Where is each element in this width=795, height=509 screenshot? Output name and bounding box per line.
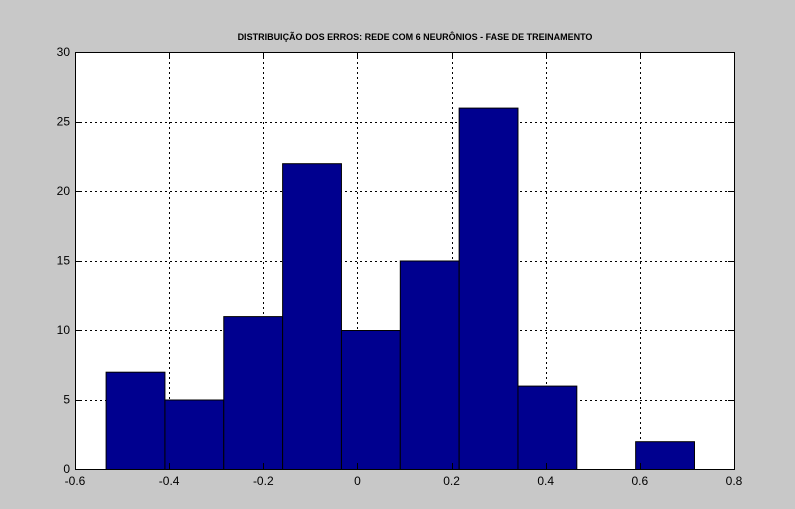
y-tick-label: 30 bbox=[57, 45, 71, 59]
x-tick-label: 0 bbox=[354, 474, 361, 488]
y-tick-label: 15 bbox=[57, 254, 71, 268]
histogram-bar bbox=[340, 330, 401, 470]
x-tick-label: -0.6 bbox=[65, 474, 86, 488]
y-tick-label: 5 bbox=[63, 393, 70, 407]
histogram-bars bbox=[105, 107, 695, 471]
histogram-bar bbox=[399, 260, 460, 470]
histogram-bar bbox=[164, 399, 225, 470]
x-axis-tick-labels: -0.6 -0.4 -0.2 0 0.2 0.4 0.6 0.8 bbox=[65, 474, 743, 488]
x-tick-label: 0.8 bbox=[726, 474, 743, 488]
histogram-bar bbox=[458, 107, 519, 470]
histogram-bar bbox=[282, 163, 342, 470]
y-axis-tick-labels: 0 5 10 15 20 25 30 bbox=[57, 45, 71, 476]
x-tick-label: 0.4 bbox=[537, 474, 554, 488]
y-tick-label: 20 bbox=[57, 184, 71, 198]
axis-ticks bbox=[75, 52, 735, 470]
x-tick-label: -0.4 bbox=[159, 474, 180, 488]
histogram-bar bbox=[635, 441, 695, 471]
histogram-bar bbox=[223, 316, 284, 470]
chart-title: DISTRIBUIÇÃO DOS ERROS: REDE COM 6 NEURÔ… bbox=[238, 31, 593, 42]
histogram-bar bbox=[105, 371, 166, 471]
x-tick-label: 0.2 bbox=[443, 474, 460, 488]
x-tick-label: 0.6 bbox=[632, 474, 649, 488]
y-tick-label: 25 bbox=[57, 115, 71, 129]
histogram-bar bbox=[517, 385, 578, 471]
y-tick-label: 0 bbox=[63, 462, 70, 476]
x-tick-label: -0.2 bbox=[253, 474, 274, 488]
y-tick-label: 10 bbox=[57, 323, 71, 337]
